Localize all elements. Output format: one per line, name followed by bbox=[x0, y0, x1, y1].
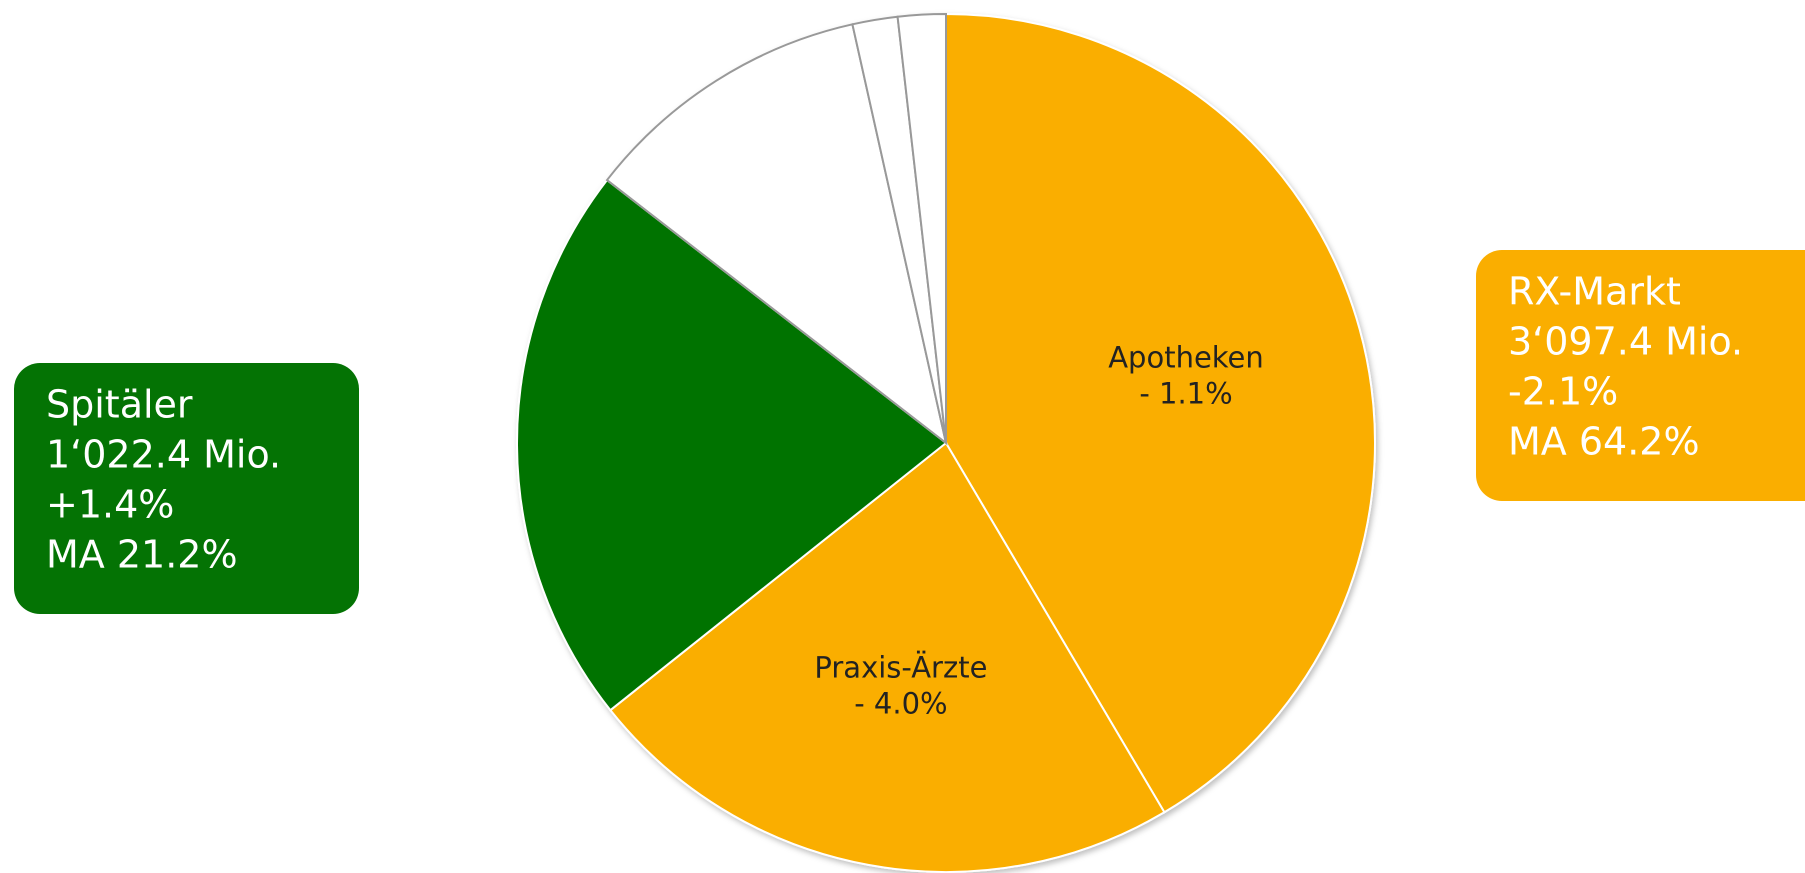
annotation-box bbox=[14, 363, 359, 614]
annotation-line: 1‘022.4 Mio. bbox=[46, 433, 281, 477]
annotation-box bbox=[1476, 250, 1805, 501]
pie-slice bbox=[608, 441, 1166, 873]
slice-label: Praxis-Ärzte bbox=[814, 651, 987, 685]
annotation-line: MA 21.2% bbox=[46, 533, 238, 577]
annotation-line: RX-Markt bbox=[1508, 270, 1681, 314]
slice-change: - 4.0% bbox=[854, 687, 947, 721]
pie-slice bbox=[945, 12, 1376, 814]
annotation-line: Spitäler bbox=[46, 383, 193, 427]
slice-label: Apotheken bbox=[1108, 340, 1264, 374]
pie-slice bbox=[516, 178, 948, 712]
slice-change: - 1.1% bbox=[1139, 376, 1232, 410]
pie-slice bbox=[605, 23, 948, 446]
annotation-line: -2.1% bbox=[1508, 370, 1618, 414]
pie-slice bbox=[896, 12, 947, 444]
annotation-line: MA 64.2% bbox=[1508, 420, 1700, 464]
pie bbox=[516, 12, 1376, 873]
annotation-line: +1.4% bbox=[46, 483, 174, 527]
annotation-line: 3‘097.4 Mio. bbox=[1508, 320, 1743, 364]
